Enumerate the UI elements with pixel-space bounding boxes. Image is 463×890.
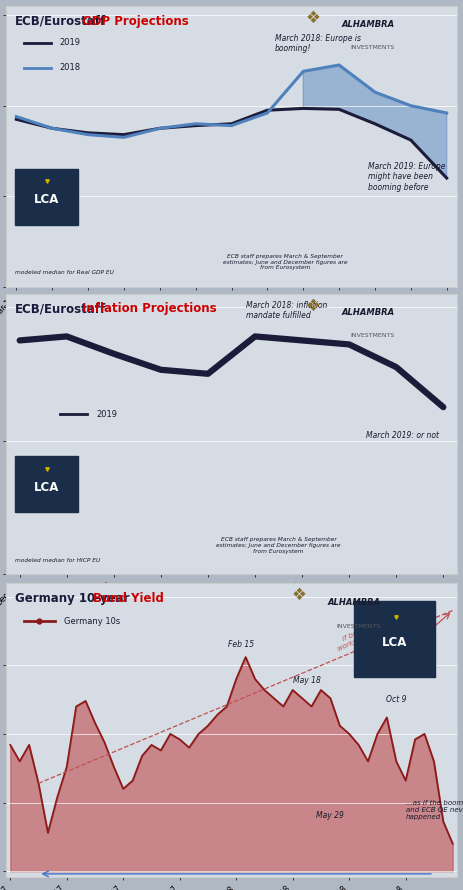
Text: 2018: 2018 xyxy=(60,63,81,72)
Text: ALHAMBRA: ALHAMBRA xyxy=(327,598,381,607)
Text: ECB/Eurostaff: ECB/Eurostaff xyxy=(15,302,106,315)
Text: LCA: LCA xyxy=(382,636,407,649)
Text: ECB staff prepares March & September
estimates; June and December figures are
fr: ECB staff prepares March & September est… xyxy=(223,254,348,271)
Text: Germany 10-year: Germany 10-year xyxy=(15,592,129,605)
Text: ...as if the boom
and ECB QE never
happened: ...as if the boom and ECB QE never happe… xyxy=(406,800,463,820)
Text: INVESTMENTS: INVESTMENTS xyxy=(350,45,394,51)
Text: LCA: LCA xyxy=(33,481,59,494)
Text: Germany 10s: Germany 10s xyxy=(64,617,120,626)
Text: modeled median for Real GDP EU: modeled median for Real GDP EU xyxy=(15,271,113,275)
Text: GDP Projections: GDP Projections xyxy=(82,14,189,28)
Text: ALHAMBRA: ALHAMBRA xyxy=(341,308,394,317)
Text: ALHAMBRA: ALHAMBRA xyxy=(341,20,394,29)
Text: March 2018: inflation
mandate fulfilled: March 2018: inflation mandate fulfilled xyxy=(245,301,327,320)
Text: Oct 9: Oct 9 xyxy=(386,695,407,704)
Text: May 18: May 18 xyxy=(293,676,320,684)
Text: INVESTMENTS: INVESTMENTS xyxy=(350,333,394,338)
Text: Inflation Projections: Inflation Projections xyxy=(82,302,217,315)
Text: March 2018: Europe is
booming!: March 2018: Europe is booming! xyxy=(275,34,361,53)
Text: Bund Yield: Bund Yield xyxy=(93,592,163,605)
Text: ❖: ❖ xyxy=(306,9,320,27)
Text: March 2019: or not: March 2019: or not xyxy=(366,432,438,441)
Text: 2019: 2019 xyxy=(96,409,117,419)
Text: ❖: ❖ xyxy=(292,586,307,604)
Bar xyxy=(354,601,435,677)
Text: modeled median for HICP EU: modeled median for HICP EU xyxy=(15,558,100,562)
Text: INVESTMENTS: INVESTMENTS xyxy=(337,624,381,629)
Text: ECB staff prepares March & September
estimates; June and December figures are
fr: ECB staff prepares March & September est… xyxy=(216,538,341,554)
Bar xyxy=(15,169,78,225)
Text: 2019: 2019 xyxy=(60,38,81,47)
Text: Feb 15: Feb 15 xyxy=(228,640,254,649)
Text: ECB/Eurostaff: ECB/Eurostaff xyxy=(15,14,106,28)
Text: May 29: May 29 xyxy=(316,811,344,820)
Bar xyxy=(15,457,78,513)
Text: ❖: ❖ xyxy=(306,296,320,314)
Text: if bond buying
works, yields go up: if bond buying works, yields go up xyxy=(334,613,402,651)
Text: March 2019: Europe
might have been
booming before: March 2019: Europe might have been boomi… xyxy=(368,162,445,191)
Text: LCA: LCA xyxy=(33,193,59,206)
